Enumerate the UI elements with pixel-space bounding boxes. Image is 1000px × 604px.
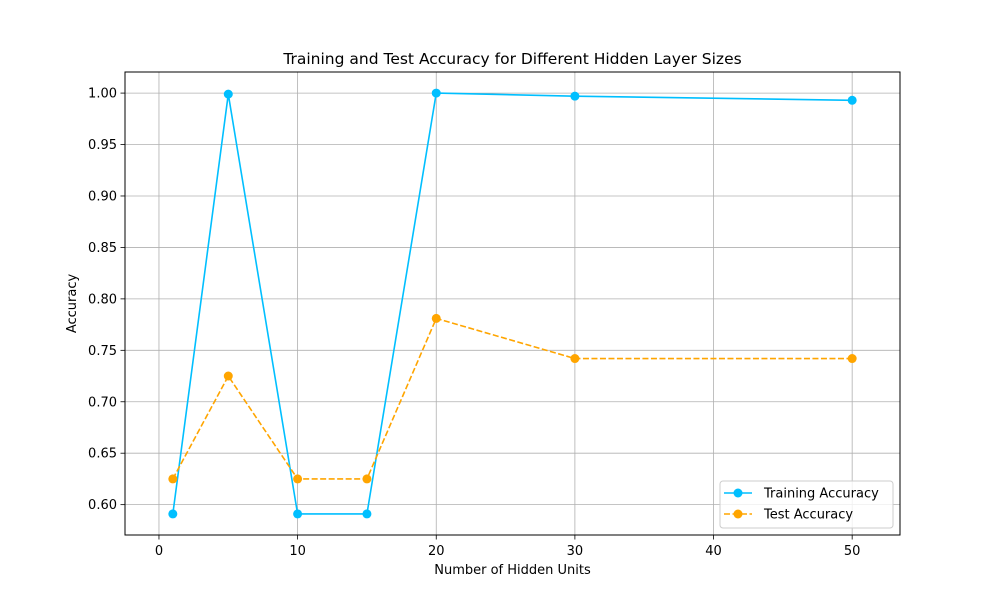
data-point [223,371,233,381]
x-tick-label: 30 [567,544,584,559]
y-tick-label: 0.65 [88,447,117,462]
data-point [570,354,580,364]
x-tick-label: 50 [844,544,861,559]
data-point [847,95,857,105]
series-training-accuracy [168,88,857,519]
grid [125,72,900,535]
data-point [293,509,303,519]
y-axis-label: Accuracy [65,274,80,334]
data-point [223,89,233,99]
series-test-accuracy [168,313,857,484]
legend-box [719,480,894,529]
legend-entry: Test Accuracy [724,508,853,523]
axis-ticks: 0 10 20 30 40 50 0.60 0.65 0.70 0.75 0.80 0.85 0.90 0… [88,87,860,559]
data-point [168,474,178,484]
legend-label: Training Accuracy [763,487,879,502]
x-tick-label: 0 [155,544,163,559]
y-tick-label: 0.90 [88,189,117,204]
series-layer [168,88,857,519]
x-tick-label: 10 [289,544,306,559]
legend-entry: Training Accuracy [724,487,879,502]
legend-label: Test Accuracy [763,508,853,523]
y-tick-label: 1.00 [88,87,117,102]
data-point [168,509,178,519]
legend-marker [733,509,743,519]
x-axis-label: Number of Hidden Units [434,563,591,578]
y-tick-label: 0.60 [88,498,117,513]
data-point [847,354,857,364]
y-tick-label: 0.70 [88,395,117,410]
data-point [362,509,372,519]
data-point [293,474,303,484]
x-tick-label: 40 [705,544,722,559]
data-point [362,474,372,484]
y-tick-label: 0.85 [88,241,117,256]
plot-frame [124,71,901,536]
data-point [570,91,580,101]
data-point [431,313,441,323]
y-tick-label: 0.75 [88,344,117,359]
data-point [431,88,441,98]
legend: Training Accuracy Test Accuracy [719,480,894,529]
x-tick-label: 20 [428,544,445,559]
chart-title: Training and Test Accuracy for Different… [282,50,741,68]
y-tick-label: 0.95 [88,138,117,153]
y-tick-label: 0.80 [88,292,117,307]
legend-marker [733,488,743,498]
